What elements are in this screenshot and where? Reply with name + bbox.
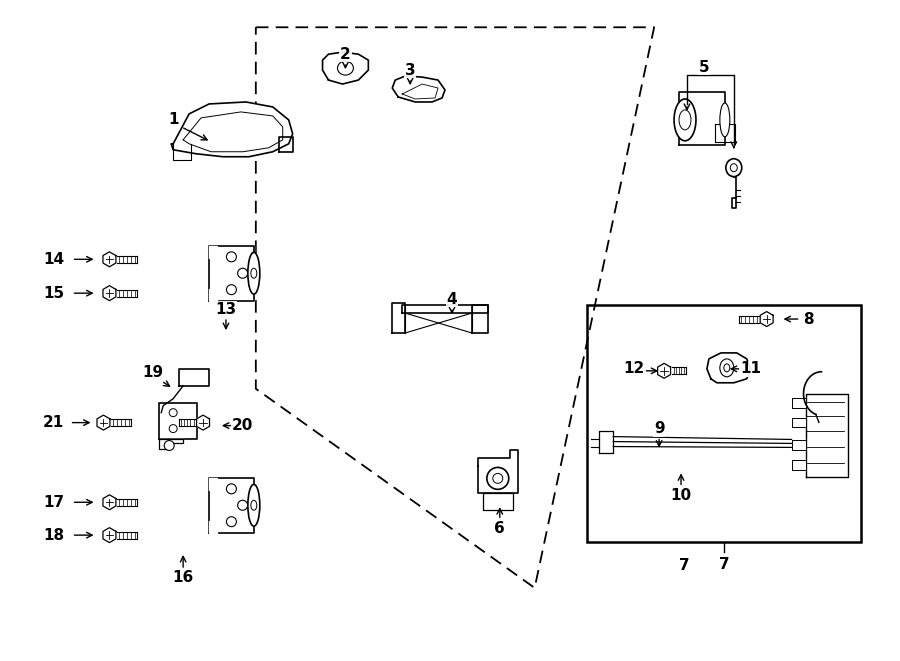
Ellipse shape (251, 500, 256, 510)
Polygon shape (706, 353, 751, 383)
Ellipse shape (730, 164, 737, 172)
Polygon shape (792, 418, 806, 428)
Ellipse shape (720, 103, 730, 137)
Polygon shape (478, 451, 518, 493)
Polygon shape (103, 286, 116, 301)
Polygon shape (715, 124, 734, 142)
Polygon shape (196, 415, 210, 430)
Polygon shape (322, 52, 368, 84)
Text: 13: 13 (215, 301, 237, 317)
Text: 7: 7 (679, 557, 689, 572)
Text: 18: 18 (43, 527, 64, 543)
Text: 7: 7 (719, 557, 730, 572)
Polygon shape (209, 521, 217, 533)
Polygon shape (103, 527, 116, 543)
Polygon shape (679, 92, 725, 145)
Text: 5: 5 (698, 59, 709, 75)
Text: 15: 15 (43, 286, 64, 301)
Polygon shape (209, 289, 217, 301)
Text: 8: 8 (803, 311, 814, 327)
Text: 3: 3 (405, 63, 416, 77)
Text: 17: 17 (43, 495, 64, 510)
Ellipse shape (251, 268, 256, 278)
Ellipse shape (674, 99, 696, 141)
Polygon shape (279, 137, 292, 152)
Ellipse shape (679, 110, 691, 130)
Polygon shape (658, 364, 670, 378)
Text: 11: 11 (740, 362, 761, 376)
Ellipse shape (248, 253, 260, 294)
Ellipse shape (238, 268, 248, 278)
Ellipse shape (164, 440, 175, 451)
Polygon shape (179, 369, 209, 386)
Ellipse shape (227, 484, 237, 494)
Polygon shape (806, 394, 849, 477)
Ellipse shape (238, 500, 248, 510)
Polygon shape (209, 246, 254, 301)
Polygon shape (159, 438, 183, 449)
Polygon shape (392, 303, 405, 333)
Polygon shape (209, 478, 217, 490)
Polygon shape (760, 311, 773, 327)
Polygon shape (209, 246, 217, 258)
Text: 6: 6 (494, 521, 505, 535)
Polygon shape (392, 76, 445, 102)
Text: 9: 9 (653, 421, 664, 436)
Polygon shape (171, 102, 292, 157)
Text: 4: 4 (446, 292, 457, 307)
Ellipse shape (493, 473, 503, 483)
Polygon shape (792, 460, 806, 471)
Ellipse shape (248, 485, 260, 526)
Text: 2: 2 (340, 47, 351, 61)
Ellipse shape (724, 364, 730, 372)
Text: 19: 19 (143, 366, 164, 380)
Polygon shape (209, 478, 254, 533)
Polygon shape (483, 493, 513, 510)
Polygon shape (103, 252, 116, 267)
Polygon shape (402, 305, 488, 313)
Polygon shape (792, 440, 806, 450)
Ellipse shape (227, 285, 237, 295)
Ellipse shape (338, 61, 354, 75)
Polygon shape (97, 415, 110, 430)
Text: 12: 12 (624, 362, 644, 376)
Polygon shape (599, 430, 613, 453)
Ellipse shape (169, 424, 177, 432)
Ellipse shape (227, 517, 237, 527)
Text: 21: 21 (43, 415, 64, 430)
Text: 1: 1 (168, 112, 178, 128)
Text: 16: 16 (173, 570, 194, 586)
Polygon shape (103, 495, 116, 510)
Bar (588, 305, 861, 542)
Polygon shape (159, 403, 197, 438)
Text: 10: 10 (670, 488, 691, 503)
Ellipse shape (227, 252, 237, 262)
Polygon shape (792, 398, 806, 408)
Text: 20: 20 (232, 418, 254, 433)
Ellipse shape (169, 408, 177, 416)
Text: 14: 14 (43, 252, 64, 267)
Polygon shape (472, 305, 488, 333)
